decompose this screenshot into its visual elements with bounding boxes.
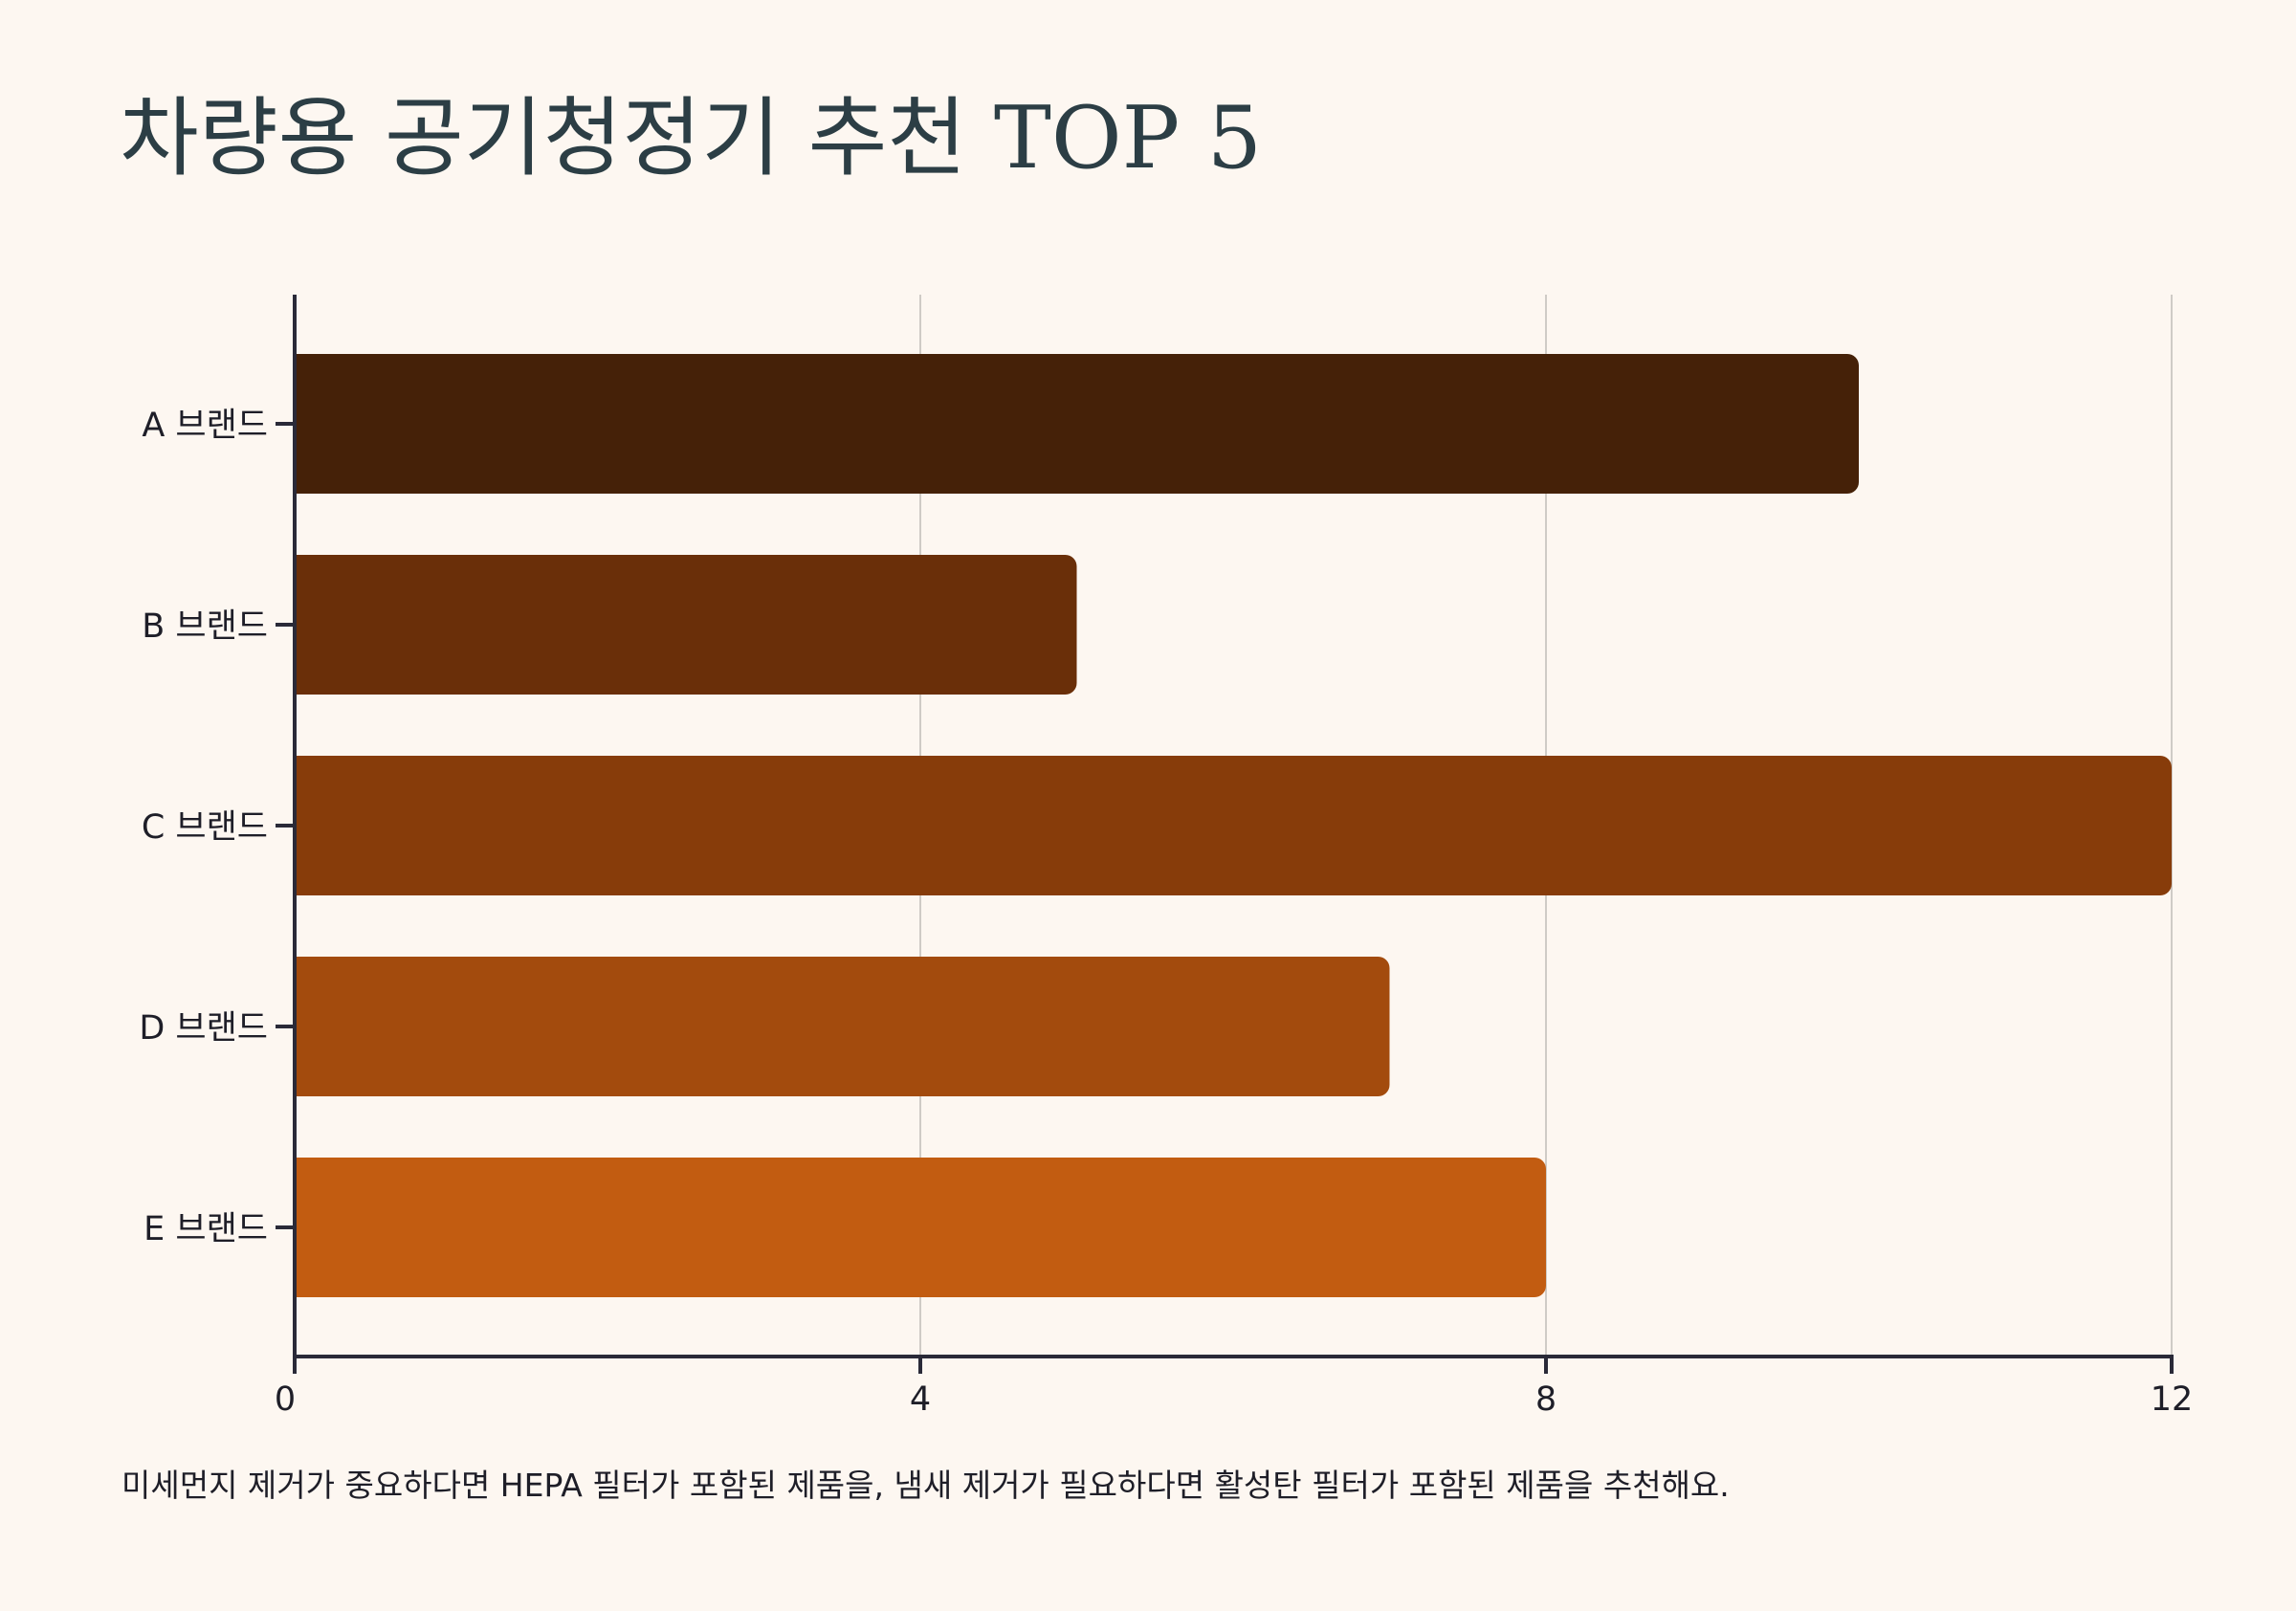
bars: [293, 354, 2172, 1297]
y-tick-label-1: A 브랜드: [142, 407, 268, 445]
bar-1-base: [293, 354, 312, 494]
bar-4: [293, 957, 1390, 1096]
x-tick-label-0: 0: [275, 1380, 296, 1419]
y-tick-label-4: D 브랜드: [139, 1009, 268, 1048]
bar-5-base: [293, 1158, 312, 1297]
tick-labels: A 브랜드 B 브랜드 C 브랜드 D 브랜드 E 브랜드 0 4 8 12: [139, 407, 2193, 1419]
bar-2-base: [293, 555, 312, 695]
y-tick-label-3: C 브랜드: [142, 808, 268, 847]
bar-4-base: [293, 957, 312, 1096]
bar-2: [293, 555, 1077, 695]
chart-title: 차량용 공기청정기 추천 TOP 5: [120, 88, 1263, 188]
x-tick-label-3: 12: [2151, 1380, 2194, 1419]
bar-3: [293, 756, 2172, 895]
x-tick-label-2: 8: [1535, 1380, 1556, 1419]
y-tick-label-2: B 브랜드: [142, 607, 268, 646]
bar-5: [293, 1158, 1546, 1297]
x-tick-label-1: 4: [910, 1380, 931, 1419]
bar-1: [293, 354, 1859, 494]
bar-3-base: [293, 756, 312, 895]
axes: [276, 295, 2174, 1374]
y-tick-label-5: E 브랜드: [144, 1210, 268, 1248]
footnote: 미세먼지 제거가 중요하다면 HEPA 필터가 포함된 제품을, 냄새 제거가 …: [121, 1467, 1730, 1504]
